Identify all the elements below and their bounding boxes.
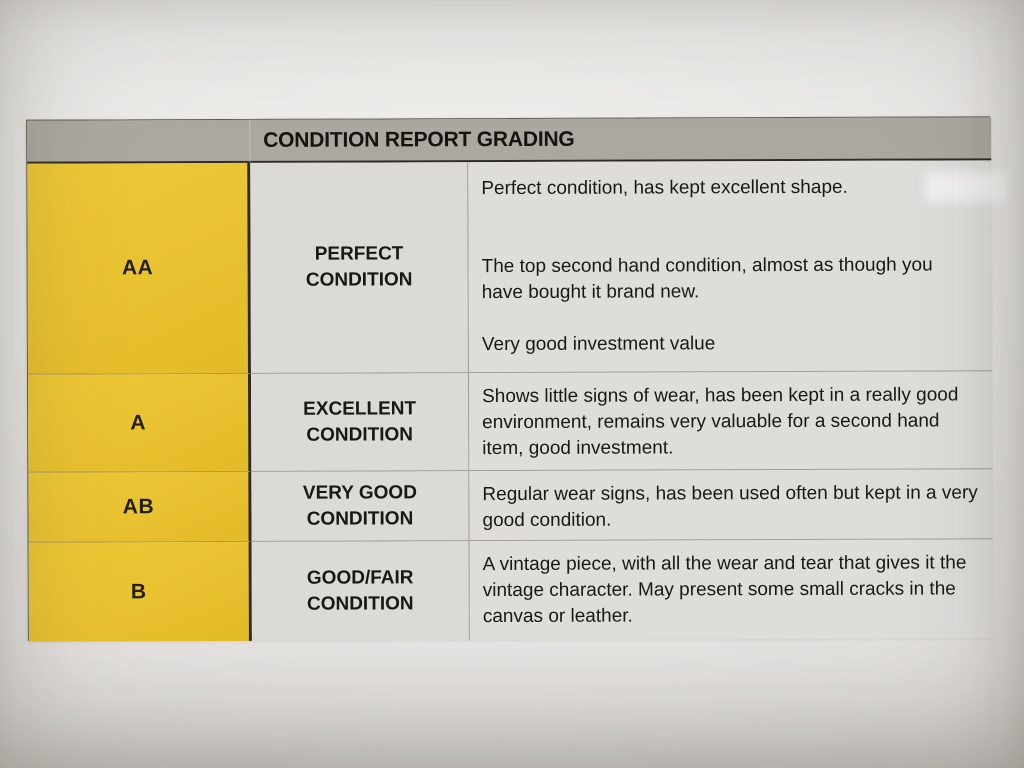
- description-paragraph: Regular wear signs, has been used often …: [482, 482, 978, 531]
- condition-cell-very-good: VERY GOOD CONDITION: [251, 471, 470, 542]
- condition-grading-table: CONDITION REPORT GRADING AA PERFECT COND…: [26, 116, 993, 642]
- table-header-title: CONDITION REPORT GRADING: [250, 117, 992, 163]
- table-header-spacer-cell: [27, 119, 251, 164]
- description-paragraph: Shows little signs of wear, has been kep…: [482, 384, 959, 459]
- description-paragraph: A vintage piece, with all the wear and t…: [482, 552, 967, 627]
- description-paragraph: Very good investment value: [481, 333, 716, 356]
- description-cell-a: Shows little signs of wear, has been kep…: [468, 371, 993, 472]
- description-cell-b: A vintage piece, with all the wear and t…: [469, 539, 993, 641]
- description-cell-aa: Perfect condition, has kept excellent sh…: [468, 160, 992, 374]
- condition-cell-perfect: PERFECT CONDITION: [250, 162, 469, 374]
- description-cell-ab: Regular wear signs, has been used often …: [469, 469, 993, 542]
- description-paragraph: The top second hand condition, almost as…: [481, 254, 933, 303]
- grade-cell-b: B: [28, 541, 252, 642]
- condition-cell-excellent: EXCELLENT CONDITION: [250, 373, 470, 472]
- grade-cell-aa: AA: [27, 162, 251, 375]
- grade-cell-a: A: [27, 373, 252, 473]
- description-paragraph: Perfect condition, has kept excellent sh…: [481, 176, 848, 200]
- grade-cell-ab: AB: [28, 471, 252, 543]
- condition-cell-good-fair: GOOD/FAIR CONDITION: [251, 541, 470, 641]
